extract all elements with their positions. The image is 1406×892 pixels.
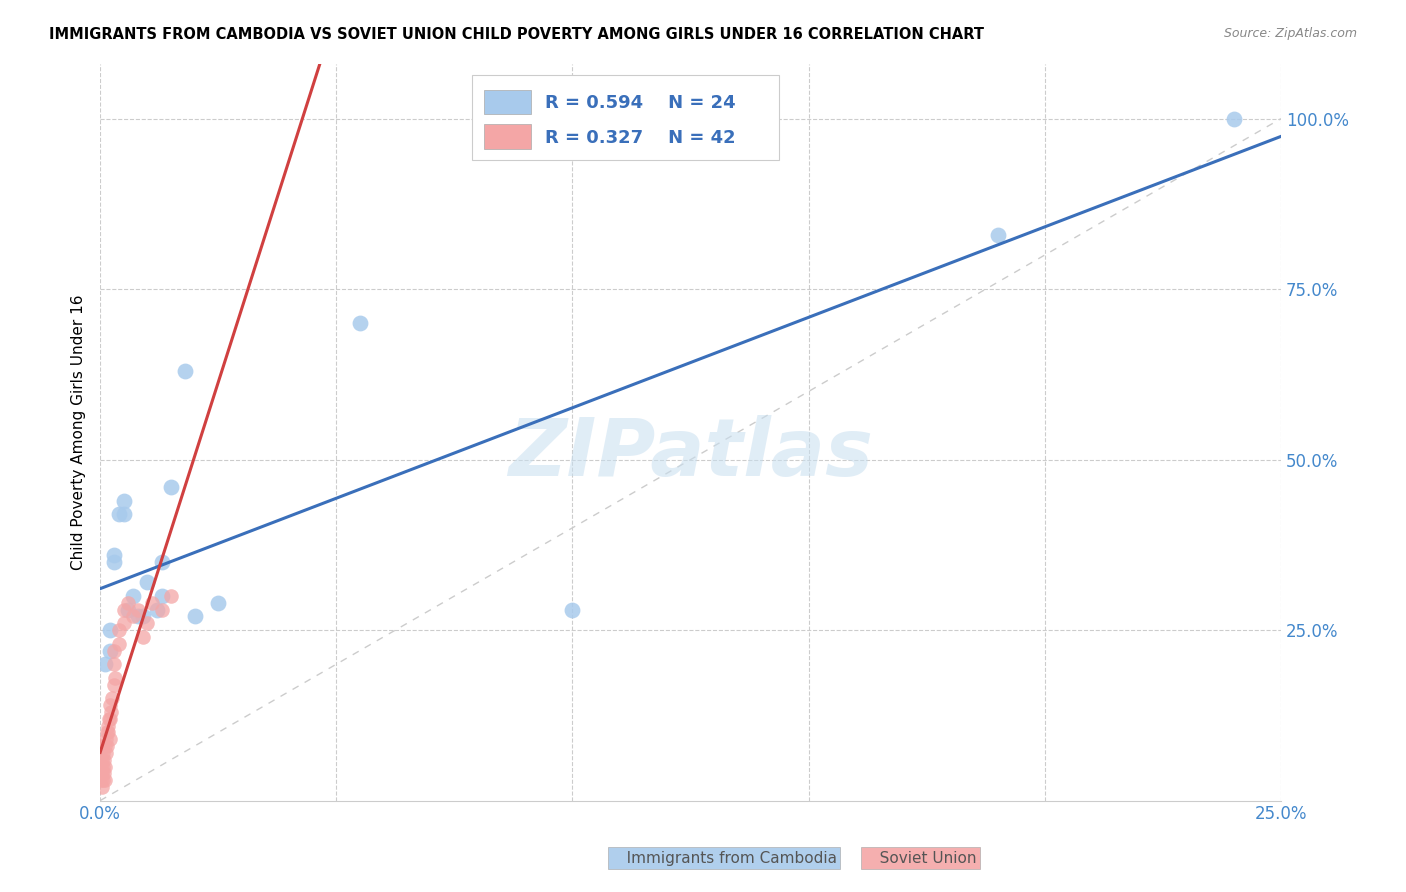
Point: [112, 616, 135, 631]
Point: [93, 746, 115, 760]
Point: [112, 493, 135, 508]
Point: [91, 739, 114, 753]
Point: [101, 691, 124, 706]
FancyBboxPatch shape: [472, 75, 779, 160]
Point: [117, 602, 139, 616]
Point: [207, 596, 229, 610]
Point: [94, 739, 117, 753]
Point: [98, 698, 121, 713]
Point: [90, 759, 112, 773]
Point: [1222, 112, 1244, 126]
Text: Source: ZipAtlas.com: Source: ZipAtlas.com: [1223, 27, 1357, 40]
Point: [146, 602, 169, 616]
Point: [94, 657, 117, 672]
Point: [97, 718, 120, 732]
Point: [97, 712, 120, 726]
Point: [112, 507, 135, 521]
Text: R = 0.327    N = 42: R = 0.327 N = 42: [546, 128, 735, 146]
Point: [103, 643, 125, 657]
Point: [160, 589, 183, 603]
Point: [98, 712, 121, 726]
Point: [150, 602, 173, 616]
Point: [103, 678, 125, 692]
Point: [108, 637, 131, 651]
Text: Soviet Union: Soviet Union: [865, 851, 976, 865]
Point: [96, 732, 118, 747]
Point: [93, 753, 115, 767]
Point: [108, 623, 131, 637]
Point: [103, 555, 125, 569]
Point: [100, 705, 122, 719]
Point: [104, 671, 127, 685]
Point: [160, 480, 183, 494]
Point: [91, 753, 114, 767]
Point: [150, 555, 173, 569]
Point: [93, 759, 115, 773]
Point: [98, 732, 121, 747]
Point: [122, 589, 145, 603]
Text: ZIPatlas: ZIPatlas: [508, 416, 873, 493]
Point: [96, 725, 118, 739]
Point: [127, 602, 149, 616]
Point: [987, 227, 1010, 242]
Point: [561, 602, 583, 616]
FancyBboxPatch shape: [484, 125, 531, 149]
Point: [136, 616, 159, 631]
Point: [98, 643, 121, 657]
Point: [131, 630, 153, 644]
Point: [91, 780, 114, 794]
Point: [98, 623, 121, 637]
Point: [150, 589, 173, 603]
Text: IMMIGRANTS FROM CAMBODIA VS SOVIET UNION CHILD POVERTY AMONG GIRLS UNDER 16 CORR: IMMIGRANTS FROM CAMBODIA VS SOVIET UNION…: [49, 27, 984, 42]
Point: [136, 575, 159, 590]
Text: R = 0.594    N = 24: R = 0.594 N = 24: [546, 94, 735, 112]
Point: [122, 609, 145, 624]
Point: [94, 746, 117, 760]
Point: [96, 739, 118, 753]
Point: [174, 364, 197, 378]
FancyBboxPatch shape: [484, 90, 531, 114]
Point: [94, 759, 117, 773]
Point: [97, 725, 120, 739]
Point: [90, 773, 112, 788]
Point: [103, 548, 125, 562]
Point: [90, 766, 112, 780]
Point: [93, 766, 115, 780]
Point: [183, 609, 205, 624]
Point: [127, 609, 149, 624]
Point: [141, 596, 163, 610]
Point: [117, 596, 139, 610]
Point: [103, 657, 125, 672]
Point: [131, 609, 153, 624]
Point: [349, 316, 371, 330]
Point: [112, 602, 135, 616]
Point: [108, 507, 131, 521]
Point: [94, 773, 117, 788]
Y-axis label: Child Poverty Among Girls Under 16: Child Poverty Among Girls Under 16: [72, 294, 86, 570]
Point: [91, 773, 114, 788]
Text: Immigrants from Cambodia: Immigrants from Cambodia: [612, 851, 837, 865]
